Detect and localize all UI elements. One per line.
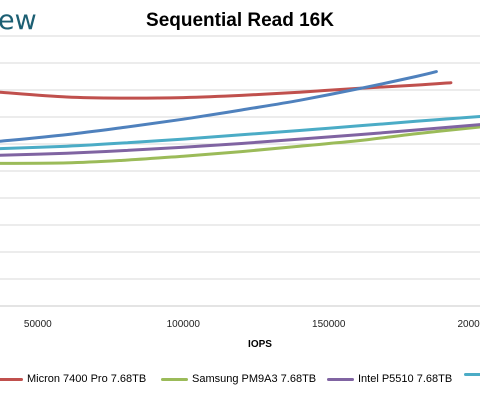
chart-title-text: Sequential Read 16K <box>146 10 334 31</box>
brand-logo: ew <box>0 5 37 36</box>
legend-label-intel: Intel P5510 7.68TB <box>358 373 453 385</box>
series-line-intel-p5510 <box>0 123 480 157</box>
legend: Micron 7400 Pro 7.68TB Samsung PM9A3 7.6… <box>0 373 480 389</box>
legend-item-samsung-pm9a3: Samsung PM9A3 7.68TB <box>161 373 316 385</box>
series-line-blue <box>0 70 438 143</box>
legend-item-cut-off <box>464 373 480 376</box>
x-tick-label: 50000 <box>24 319 52 330</box>
legend-item-intel-p5510: Intel P5510 7.68TB <box>327 373 452 385</box>
legend-swatch-teal <box>464 373 480 376</box>
series-line-micron-7400 <box>0 81 453 100</box>
series-lines <box>0 70 480 165</box>
legend-item-micron-7400: Micron 7400 Pro 7.68TB <box>0 373 146 385</box>
legend-label-samsung: Samsung PM9A3 7.68TB <box>192 373 317 385</box>
legend-swatch-intel <box>327 377 354 381</box>
chart-title: Sequential Read 16K <box>0 10 480 32</box>
series-line-samsung-pm9a3 <box>0 125 480 165</box>
legend-swatch-samsung <box>161 377 188 381</box>
x-tick-label: 150000 <box>312 319 346 330</box>
grid-lines <box>0 35 480 307</box>
x-tick-label: 100000 <box>167 319 201 330</box>
series-line-teal <box>0 115 480 151</box>
x-tick-label: 200000 <box>457 319 480 330</box>
x-axis-ticks: 50000 100000 150000 200000 <box>24 319 480 330</box>
legend-label-micron: Micron 7400 Pro 7.68TB <box>27 373 147 385</box>
legend-swatch-micron <box>0 377 23 381</box>
x-axis-label: IOPS <box>248 339 272 350</box>
